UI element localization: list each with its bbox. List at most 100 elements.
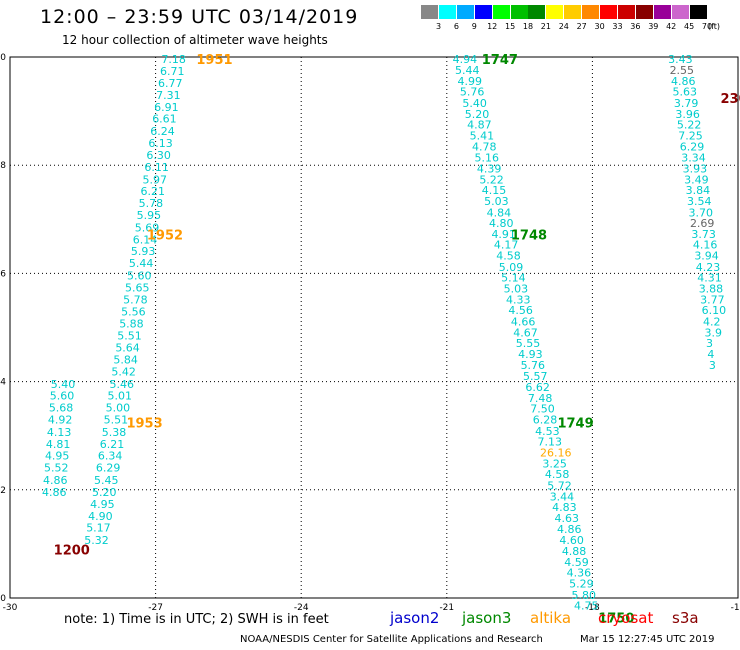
wave-height-value: 5.03 [504,283,528,296]
wave-height-value: 4.84 [487,206,512,219]
chart-subtitle: 12 hour collection of altimeter wave hei… [62,33,328,47]
wave-height-value: 5.01 [108,390,133,403]
wave-height-value: 4.88 [562,545,587,558]
wave-height-value: 5.97 [142,173,167,186]
wave-height-value: 3.34 [681,152,706,165]
wave-height-value: 3.79 [674,97,699,110]
wave-height-value: 4.80 [489,217,514,230]
y-tick-label: 4 [0,378,6,388]
wave-height-value: 5.56 [121,305,145,318]
wave-height-value: 4.13 [47,426,71,439]
wave-height-value: 4.90 [88,510,113,523]
wave-height-value: 3.96 [675,108,700,121]
wave-height-value: 6.29 [680,140,705,153]
wave-height-value: 3.49 [684,173,709,186]
wave-height-value: 6.30 [146,149,171,162]
colorbar-label: 24 [558,22,569,31]
wave-height-value: 6.29 [96,462,121,475]
wave-height-value: 4.17 [494,239,519,252]
colorbar-label: 39 [648,22,659,31]
colorbar-swatch [689,5,707,19]
wave-height-value: 26.16 [540,446,572,459]
wave-height-value: 4.86 [43,474,68,487]
wave-height-value: 4.15 [482,184,507,197]
wave-height-value: 4.95 [45,450,70,463]
wave-height-value: 5.00 [106,402,130,415]
wave-height-value: 3.73 [691,228,716,241]
legend-jason3: jason3 [462,609,512,627]
wave-height-value: 6.14 [133,233,158,246]
wave-height-value: 4.33 [506,293,531,306]
wave-height-value: 4.99 [457,75,482,88]
wave-height-value: 3.93 [683,162,708,175]
wave-height-value: 5.38 [102,426,127,439]
pass-time-label: 1748 [511,228,547,243]
colorbar-label: 21 [540,22,551,31]
y-tick-label: 6 [0,269,6,279]
colorbar-swatch [438,5,456,19]
wave-height-value: 6.77 [158,77,183,90]
wave-height-value: 4.95 [90,498,115,511]
colorbar-swatch [671,5,689,19]
wave-height-value: 4.39 [477,162,502,175]
wave-height-value: 2.69 [690,217,715,230]
colorbar-label: 36 [630,22,641,31]
x-tick-label: -27 [148,603,163,613]
wave-height-value: 4.78 [472,140,497,153]
wave-height-value: 5.20 [465,108,490,121]
wave-height-value: 5.44 [129,257,154,270]
colorbar-swatch [510,5,528,19]
wave-height-value: 6.34 [98,450,123,463]
wave-height-value: 7.48 [528,392,553,405]
x-tick-label: -24 [294,603,309,613]
colorbar-label: 3 [435,22,442,31]
wave-height-value: 4.31 [697,272,722,285]
chart-title: 12:00 – 23:59 UTC 03/14/2019 [40,6,359,28]
wave-height-value: 6.21 [100,438,125,451]
colorbar-label: 6 [453,22,459,31]
wave-height-value: 3.54 [687,195,712,208]
colorbar-label: 30 [594,22,605,31]
wave-height-value: 4.87 [467,119,492,132]
wave-height-value: 5.63 [672,86,697,99]
wave-height-value: 4.83 [552,501,577,514]
colorbar-swatch [456,5,474,19]
wave-height-value: 5.78 [139,197,164,210]
colorbar-swatch [564,5,582,19]
wave-height-value: 5.22 [677,119,702,132]
wave-height-value: 3.44 [550,490,575,503]
wave-height-value: 6.28 [533,413,558,426]
generated-timestamp: Mar 15 12:27:45 UTC 2019 [580,634,715,645]
colorbar-swatch [582,5,600,19]
colorbar-swatch [546,5,564,19]
wave-height-value: 6.62 [525,381,550,394]
colorbar-label: 9 [471,22,477,31]
wave-height-value: 6.10 [702,304,727,317]
colorbar-label: 33 [612,22,623,31]
wave-height-value: 3.94 [694,250,719,263]
wave-height-value: 4.56 [508,304,533,317]
colorbar-swatch [528,5,546,19]
legend-s3a: s3a [672,609,699,627]
wave-height-value: 5.57 [523,370,548,383]
x-tick-label: -30 [3,603,18,613]
y-tick-label: 2 [0,486,6,496]
wave-height-value: 5.14 [501,272,526,285]
colorbar-label: 12 [487,22,498,31]
wave-height-value: 6.13 [148,137,173,150]
wave-height-value: 4.63 [555,512,580,525]
wave-height-value: 4.36 [567,567,592,580]
colorbar-swatch [635,5,653,19]
wave-height-value: 5.45 [94,474,119,487]
wave-height-value: 4.67 [513,326,538,339]
colorbar-label: 15 [505,22,516,31]
wave-height-value: 5.76 [460,86,485,99]
x-tick-label: -21 [439,603,454,613]
x-tick-label: -18 [585,603,600,613]
wave-height-value: 3.43 [668,53,693,66]
colorbar-swatch [421,5,438,19]
colorbar-swatch [492,5,510,19]
wave-height-value: 5.64 [115,342,140,355]
wave-height-value: 3 [706,337,713,350]
wave-height-value: 5.93 [131,245,156,258]
